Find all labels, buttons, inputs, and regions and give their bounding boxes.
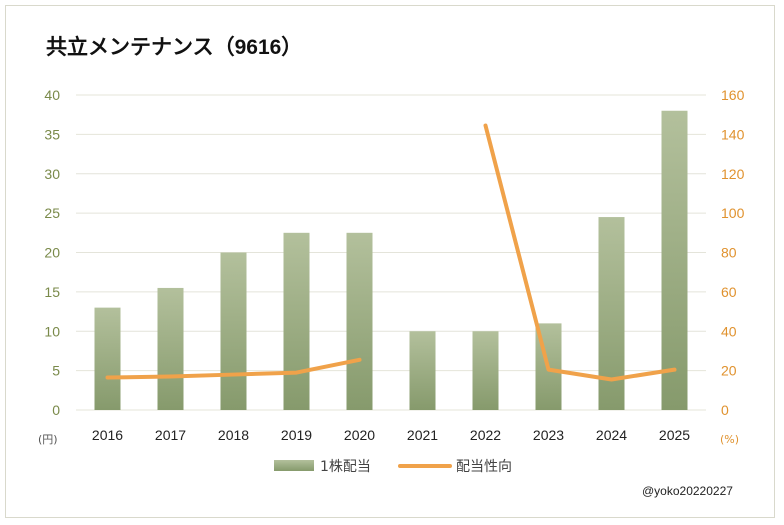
legend: 1株配当 配当性向	[274, 459, 512, 475]
x-tick-label: 2025	[659, 427, 690, 443]
credit-text: @yoko20220227	[642, 484, 733, 498]
chart-title: 共立メンテナンス（9616）	[46, 35, 302, 59]
right-tick-label: 120	[721, 166, 745, 182]
left-axis-unit: (円)	[38, 433, 58, 446]
right-tick-label: 0	[721, 402, 729, 418]
x-tick-label: 2020	[344, 427, 375, 443]
right-tick-label: 80	[721, 245, 737, 261]
x-tick-label: 2022	[470, 427, 501, 443]
left-tick-label: 35	[44, 126, 60, 142]
x-tick-label: 2024	[596, 427, 627, 443]
x-tick-label: 2021	[407, 427, 438, 443]
bar-dividend	[220, 252, 247, 410]
right-axis-unit: (%)	[720, 433, 739, 446]
left-tick-label: 25	[44, 205, 60, 221]
legend-label-payout: 配当性向	[456, 459, 512, 475]
x-tick-label: 2023	[533, 427, 564, 443]
bar-dividend	[157, 287, 184, 410]
left-tick-label: 0	[52, 402, 60, 418]
left-tick-label: 5	[52, 363, 60, 379]
right-tick-label: 40	[721, 323, 737, 339]
bar-dividend	[661, 110, 688, 410]
x-tick-label: 2016	[92, 427, 123, 443]
right-tick-label: 160	[721, 87, 745, 103]
x-tick-label: 2017	[155, 427, 186, 443]
axis-ticks: 0510152025303540020406080100120140160201…	[44, 87, 744, 443]
right-tick-label: 60	[721, 284, 737, 300]
chart-frame	[5, 5, 775, 518]
payout-line-segment	[105, 357, 362, 380]
bar-dividend	[472, 331, 499, 410]
right-tick-label: 140	[721, 126, 745, 142]
left-tick-label: 15	[44, 284, 60, 300]
x-tick-label: 2018	[218, 427, 249, 443]
left-tick-label: 20	[44, 245, 60, 261]
bar-dividend	[283, 232, 310, 410]
legend-bar-swatch	[274, 460, 314, 471]
left-tick-label: 40	[44, 87, 60, 103]
right-tick-label: 100	[721, 205, 745, 221]
left-tick-label: 10	[44, 323, 60, 339]
left-tick-label: 30	[44, 166, 60, 182]
bar-series	[94, 110, 688, 410]
x-tick-label: 2019	[281, 427, 312, 443]
right-tick-label: 20	[721, 363, 737, 379]
bar-dividend	[94, 307, 121, 410]
bar-dividend	[346, 232, 373, 410]
bar-dividend	[409, 331, 436, 410]
payout-line-segment	[483, 123, 677, 382]
line-series	[105, 123, 677, 382]
legend-label-dividend: 1株配当	[320, 459, 371, 475]
